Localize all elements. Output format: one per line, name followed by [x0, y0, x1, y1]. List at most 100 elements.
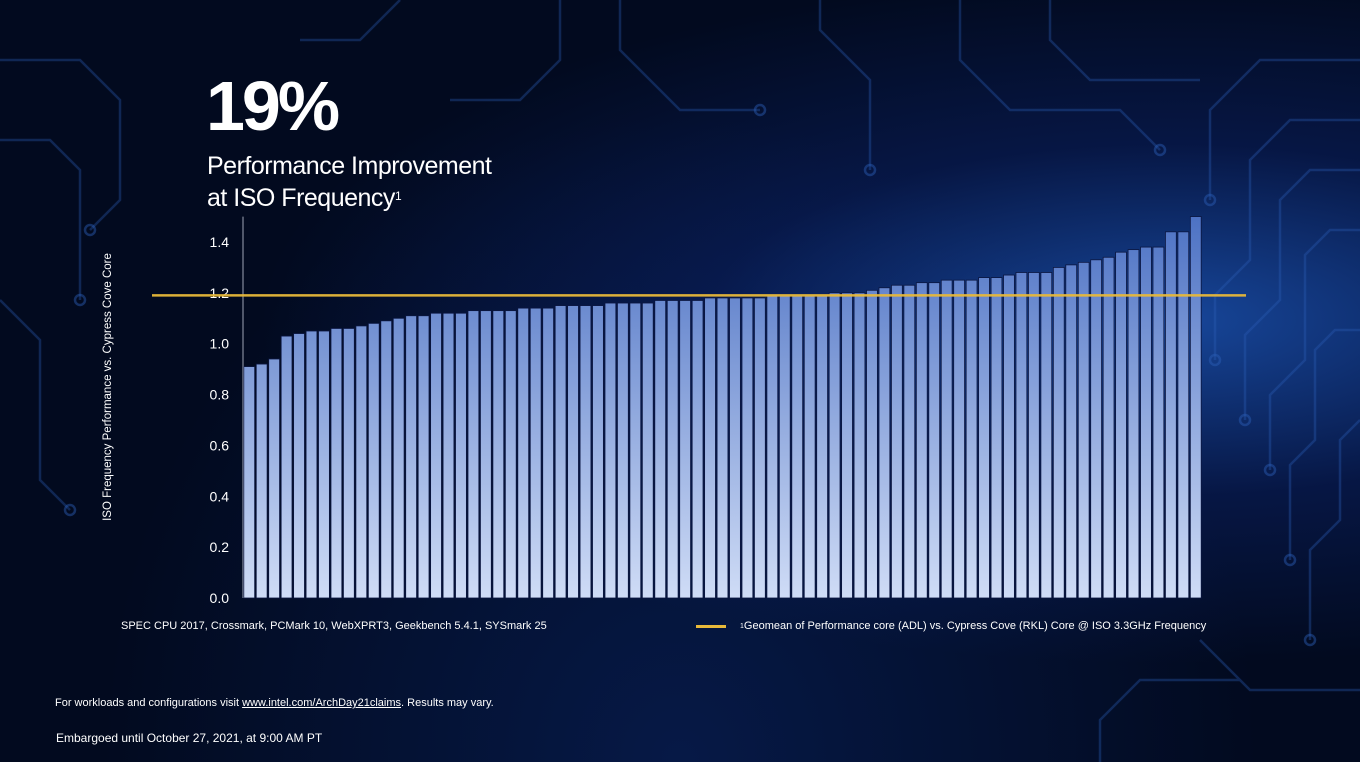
bar [928, 282, 941, 599]
bar [891, 284, 903, 599]
subtitle-footnote-mark: 1 [394, 189, 402, 203]
bar [430, 312, 442, 599]
bar [579, 305, 592, 599]
bar [355, 325, 368, 599]
legend-footnote-mark: 1 [740, 622, 744, 630]
bar [1028, 272, 1040, 599]
bar [841, 292, 853, 599]
bar [280, 335, 293, 599]
y-tick-label: 0.8 [210, 387, 230, 403]
bar [866, 289, 878, 599]
legend-geomean-swatch [696, 624, 726, 628]
bar [504, 310, 517, 599]
bar [1115, 251, 1127, 599]
bar [754, 297, 766, 599]
bar [1140, 246, 1152, 599]
bar [1015, 272, 1028, 599]
bar [492, 310, 505, 599]
workloads-caption: SPEC CPU 2017, Crossmark, PCMark 10, Web… [121, 620, 547, 632]
claims-link[interactable]: www.intel.com/ArchDay21claims [242, 697, 402, 709]
bar [293, 333, 305, 599]
bar [816, 294, 828, 599]
bar [1003, 274, 1015, 599]
bar [554, 305, 567, 599]
bar [778, 294, 791, 599]
footnote-suffix: . Results may vary. [401, 697, 494, 709]
bar [604, 302, 617, 599]
headline-percentage: 19% [206, 67, 340, 145]
y-axis-label: ISO Frequency Performance vs. Cypress Co… [102, 253, 114, 521]
bar [1127, 249, 1140, 599]
legend-text: Geomean of Performance core (ADL) vs. Cy… [743, 620, 1207, 632]
y-tick-label: 0.6 [210, 437, 230, 453]
bar [1040, 272, 1053, 599]
embargo-notice: Embargoed until October 27, 2021, at 9:0… [56, 731, 323, 745]
bar [417, 315, 430, 599]
bar [641, 302, 654, 599]
bar [1090, 259, 1102, 599]
bar [243, 366, 256, 599]
bar [268, 358, 280, 599]
bar [367, 322, 380, 599]
bar [1189, 216, 1202, 599]
subtitle: Performance Improvement at ISO Frequency… [207, 150, 492, 214]
bar [1165, 231, 1177, 599]
bar [517, 307, 530, 599]
y-tick-label: 0.2 [210, 539, 230, 555]
bar [791, 294, 804, 599]
bar [392, 317, 405, 599]
bar [480, 310, 492, 599]
bar [741, 297, 754, 599]
bar [1077, 261, 1090, 599]
bar [978, 277, 990, 599]
bar [1102, 256, 1115, 599]
bar [405, 315, 417, 599]
bar [529, 307, 542, 599]
bar [592, 305, 604, 599]
bar [542, 307, 554, 599]
bar [654, 300, 667, 599]
bar [318, 330, 330, 599]
bar [255, 363, 268, 599]
bar [305, 330, 318, 599]
bar [567, 305, 579, 599]
bar [940, 279, 953, 599]
bar [953, 279, 965, 599]
bar [965, 279, 978, 599]
subtitle-line-1: Performance Improvement [207, 152, 492, 180]
bar [990, 277, 1003, 599]
bar [629, 302, 642, 599]
y-tick-label: 1.4 [210, 234, 230, 250]
bar [903, 284, 916, 599]
bar [691, 300, 704, 599]
bar [729, 297, 741, 599]
bar [828, 292, 841, 599]
bar [666, 300, 679, 599]
bar [1065, 264, 1078, 599]
subtitle-line-2: at ISO Frequency1 [207, 182, 491, 214]
bar [679, 300, 691, 599]
bar [878, 287, 891, 599]
bar [1152, 246, 1165, 599]
bar [716, 297, 729, 599]
bar [617, 302, 629, 599]
bar [704, 297, 716, 599]
footnote: For workloads and configurations visit w… [55, 697, 494, 709]
y-tick-label: 1.2 [210, 285, 230, 301]
legend: 1 Geomean of Performance core (ADL) vs. C… [696, 620, 1206, 632]
bar [766, 294, 779, 599]
footnote-prefix: For workloads and configurations visit [55, 697, 243, 709]
bar [915, 282, 928, 599]
bar [343, 328, 355, 599]
bar [467, 310, 480, 599]
bar [1177, 231, 1190, 599]
bar [455, 312, 467, 599]
bar [380, 320, 393, 599]
bar [1052, 267, 1065, 599]
bar [853, 292, 866, 599]
y-tick-label: 0.4 [210, 488, 230, 504]
bar [442, 312, 455, 599]
subtitle-line-2-text: at ISO Frequency [207, 184, 395, 212]
y-tick-label: 1.0 [210, 336, 230, 352]
